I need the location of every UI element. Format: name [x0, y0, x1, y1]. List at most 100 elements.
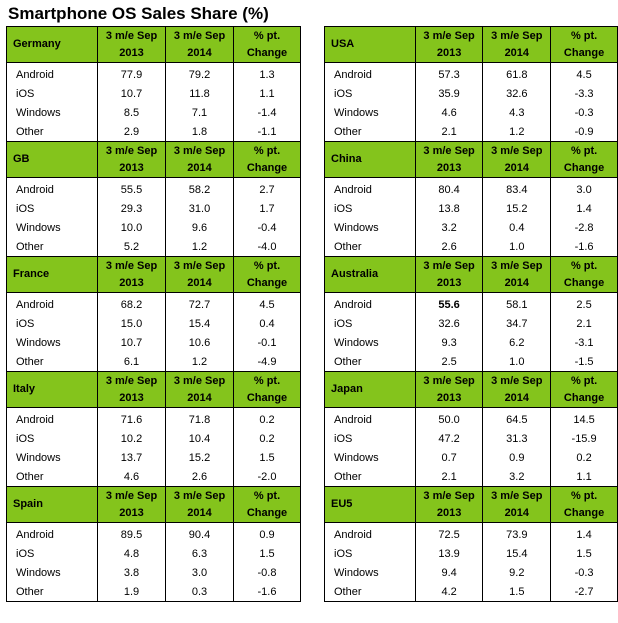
value-change: 0.4 [233, 314, 301, 333]
table-row: iOS 35.9 32.6 -3.3 [324, 84, 618, 103]
column-header: 3 m/e Sep 2014 [482, 256, 552, 293]
region-name: China [324, 141, 416, 178]
table-row: iOS 13.8 15.2 1.4 [324, 199, 618, 218]
column-header-line: Change [246, 161, 288, 174]
value-change: 1.5 [550, 544, 618, 563]
column-header-line: 2013 [119, 161, 144, 174]
region-header-row: Japan 3 m/e Sep 2013 3 m/e Sep 2014 % pt. Chan… [324, 371, 618, 408]
os-label: Android [6, 522, 98, 544]
value-change: 1.4 [550, 199, 618, 218]
column-header-line: Change [246, 46, 288, 59]
column-header: % pt. Change [550, 26, 618, 63]
value-change: 1.1 [233, 84, 301, 103]
value-2014: 9.6 [165, 218, 234, 237]
column-header: 3 m/e Sep 2013 [97, 26, 166, 63]
value-2014: 0.4 [482, 218, 552, 237]
value-2013: 5.2 [97, 237, 166, 257]
column-header-line: 3 m/e Sep [423, 489, 475, 502]
value-2014: 3.2 [482, 467, 552, 487]
value-change: -0.9 [550, 122, 618, 142]
value-change: -1.4 [233, 103, 301, 122]
value-change: -4.9 [233, 352, 301, 372]
column-header-line: % pt. [253, 489, 281, 502]
column-header: % pt. Change [233, 371, 301, 408]
value-change: -0.3 [550, 563, 618, 582]
value-2014: 15.4 [482, 544, 552, 563]
table-row: Other 2.1 3.2 1.1 [324, 467, 618, 487]
value-2013: 4.6 [414, 103, 484, 122]
column-header-line: % pt. [253, 374, 281, 387]
value-change: -1.6 [233, 582, 301, 602]
column-header-line: 3 m/e Sep [105, 259, 158, 272]
table-row: iOS 10.7 11.8 1.1 [6, 84, 301, 103]
column-header-line: 2014 [187, 391, 212, 404]
value-2014: 1.8 [165, 122, 234, 142]
column-header-line: 3 m/e Sep [423, 144, 475, 157]
value-2013: 9.4 [414, 563, 484, 582]
region-header-row: Germany 3 m/e Sep 2013 3 m/e Sep 2014 % pt. Ch… [6, 26, 301, 63]
column-header: 3 m/e Sep 2014 [165, 371, 234, 408]
value-change: 1.3 [233, 62, 301, 84]
column-header-line: % pt. [253, 259, 281, 272]
os-label: Windows [324, 103, 416, 122]
value-2014: 7.1 [165, 103, 234, 122]
os-label: Android [6, 292, 98, 314]
value-2013: 10.7 [97, 84, 166, 103]
value-2013: 80.4 [414, 177, 484, 199]
value-2013: 10.7 [97, 333, 166, 352]
table-row: Other 1.9 0.3 -1.6 [6, 582, 301, 602]
value-2013: 71.6 [97, 407, 166, 429]
value-change: -0.8 [233, 563, 301, 582]
column-header-line: Change [246, 391, 288, 404]
os-label: iOS [6, 544, 98, 563]
column-header: 3 m/e Sep 2014 [482, 141, 552, 178]
value-2013: 8.5 [97, 103, 166, 122]
value-2013: 47.2 [414, 429, 484, 448]
value-change: -0.3 [550, 103, 618, 122]
value-2013: 55.6 [414, 292, 484, 314]
value-2013: 32.6 [414, 314, 484, 333]
left-sales-table: Germany 3 m/e Sep 2013 3 m/e Sep 2014 % pt. Ch… [6, 26, 301, 602]
region-name: Japan [324, 371, 416, 408]
column-header: % pt. Change [550, 141, 618, 178]
column-header: 3 m/e Sep 2013 [97, 486, 166, 523]
region-name: France [6, 256, 98, 293]
table-row: Android 68.2 72.7 4.5 [6, 292, 301, 314]
column-header-line: % pt. [570, 489, 598, 502]
column-header-line: 3 m/e Sep [105, 489, 158, 502]
value-2014: 58.1 [482, 292, 552, 314]
value-2014: 4.3 [482, 103, 552, 122]
value-change: 3.0 [550, 177, 618, 199]
column-header-line: 2014 [504, 391, 530, 404]
table-row: iOS 15.0 15.4 0.4 [6, 314, 301, 333]
value-change: -1.6 [550, 237, 618, 257]
column-header-line: 3 m/e Sep [491, 259, 543, 272]
column-header-line: 2013 [436, 46, 462, 59]
value-2014: 73.9 [482, 522, 552, 544]
value-2014: 6.2 [482, 333, 552, 352]
value-2014: 15.2 [482, 199, 552, 218]
region-name: Italy [6, 371, 98, 408]
os-label: Android [324, 407, 416, 429]
table-row: Windows 13.7 15.2 1.5 [6, 448, 301, 467]
value-2013: 2.1 [414, 467, 484, 487]
column-header-line: 3 m/e Sep [105, 29, 158, 42]
os-label: Windows [324, 448, 416, 467]
value-2013: 89.5 [97, 522, 166, 544]
column-header-line: Change [246, 276, 288, 289]
column-header: 3 m/e Sep 2013 [414, 26, 484, 63]
column-header-line: 3 m/e Sep [423, 29, 475, 42]
table-row: Other 2.6 1.0 -1.6 [324, 237, 618, 257]
column-header-line: 3 m/e Sep [105, 374, 158, 387]
value-change: 2.1 [550, 314, 618, 333]
column-header-line: 2014 [504, 276, 530, 289]
value-change: -0.4 [233, 218, 301, 237]
table-row: iOS 13.9 15.4 1.5 [324, 544, 618, 563]
table-row: Other 2.9 1.8 -1.1 [6, 122, 301, 142]
os-label: iOS [6, 199, 98, 218]
table-row: iOS 47.2 31.3 -15.9 [324, 429, 618, 448]
column-header-line: % pt. [253, 29, 281, 42]
value-2013: 55.5 [97, 177, 166, 199]
column-header-line: 3 m/e Sep [173, 489, 226, 502]
value-2013: 4.6 [97, 467, 166, 487]
